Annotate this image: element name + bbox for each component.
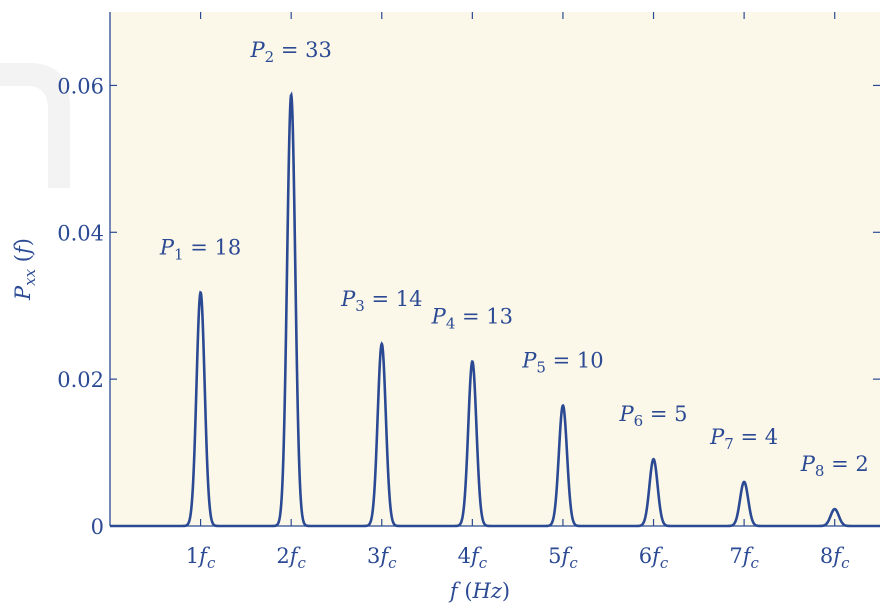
x-tick-label: 7fc: [729, 544, 759, 572]
peak-label: P1 = 18: [159, 235, 241, 263]
y-ticks: 0 0.02 0.04 0.06: [57, 74, 880, 539]
y-tick-label: 0.06: [57, 74, 104, 98]
peak-label: P5 = 10: [521, 349, 603, 377]
x-tick-label: 6fc: [639, 544, 669, 572]
plot-background: [110, 12, 880, 526]
peak-label: P7 = 4: [709, 425, 778, 453]
x-tick-label: 1fc: [186, 544, 216, 572]
series-line: [110, 91, 880, 528]
x-axis-label: f (Hz): [448, 579, 510, 603]
x-tick-label: 5fc: [548, 544, 578, 572]
peak-label: P8 = 2: [800, 452, 869, 480]
peak-label: P6 = 5: [619, 402, 688, 430]
y-tick-label: 0.02: [57, 368, 104, 392]
peak-label: P3 = 14: [340, 287, 422, 315]
y-axis-label: Pxx (f): [11, 238, 39, 301]
peak-label: P4 = 13: [431, 305, 513, 333]
peak-annotations: P1 = 18 P2 = 33 P3 = 14 P4 = 13 P5 = 10 P6 = …: [159, 38, 869, 480]
x-tick-label: 2fc: [276, 544, 306, 572]
x-ticks: 1fc 2fc 3fc 4fc 5fc 6fc 7fc 8fc: [186, 12, 850, 572]
x-tick-label: 3fc: [367, 544, 397, 572]
x-tick-label: 8fc: [820, 544, 850, 572]
y-tick-label: 0.04: [57, 221, 104, 245]
x-tick-label: 4fc: [458, 544, 488, 572]
y-tick-label: 0: [91, 515, 104, 539]
peak-label: P2 = 33: [249, 38, 331, 66]
